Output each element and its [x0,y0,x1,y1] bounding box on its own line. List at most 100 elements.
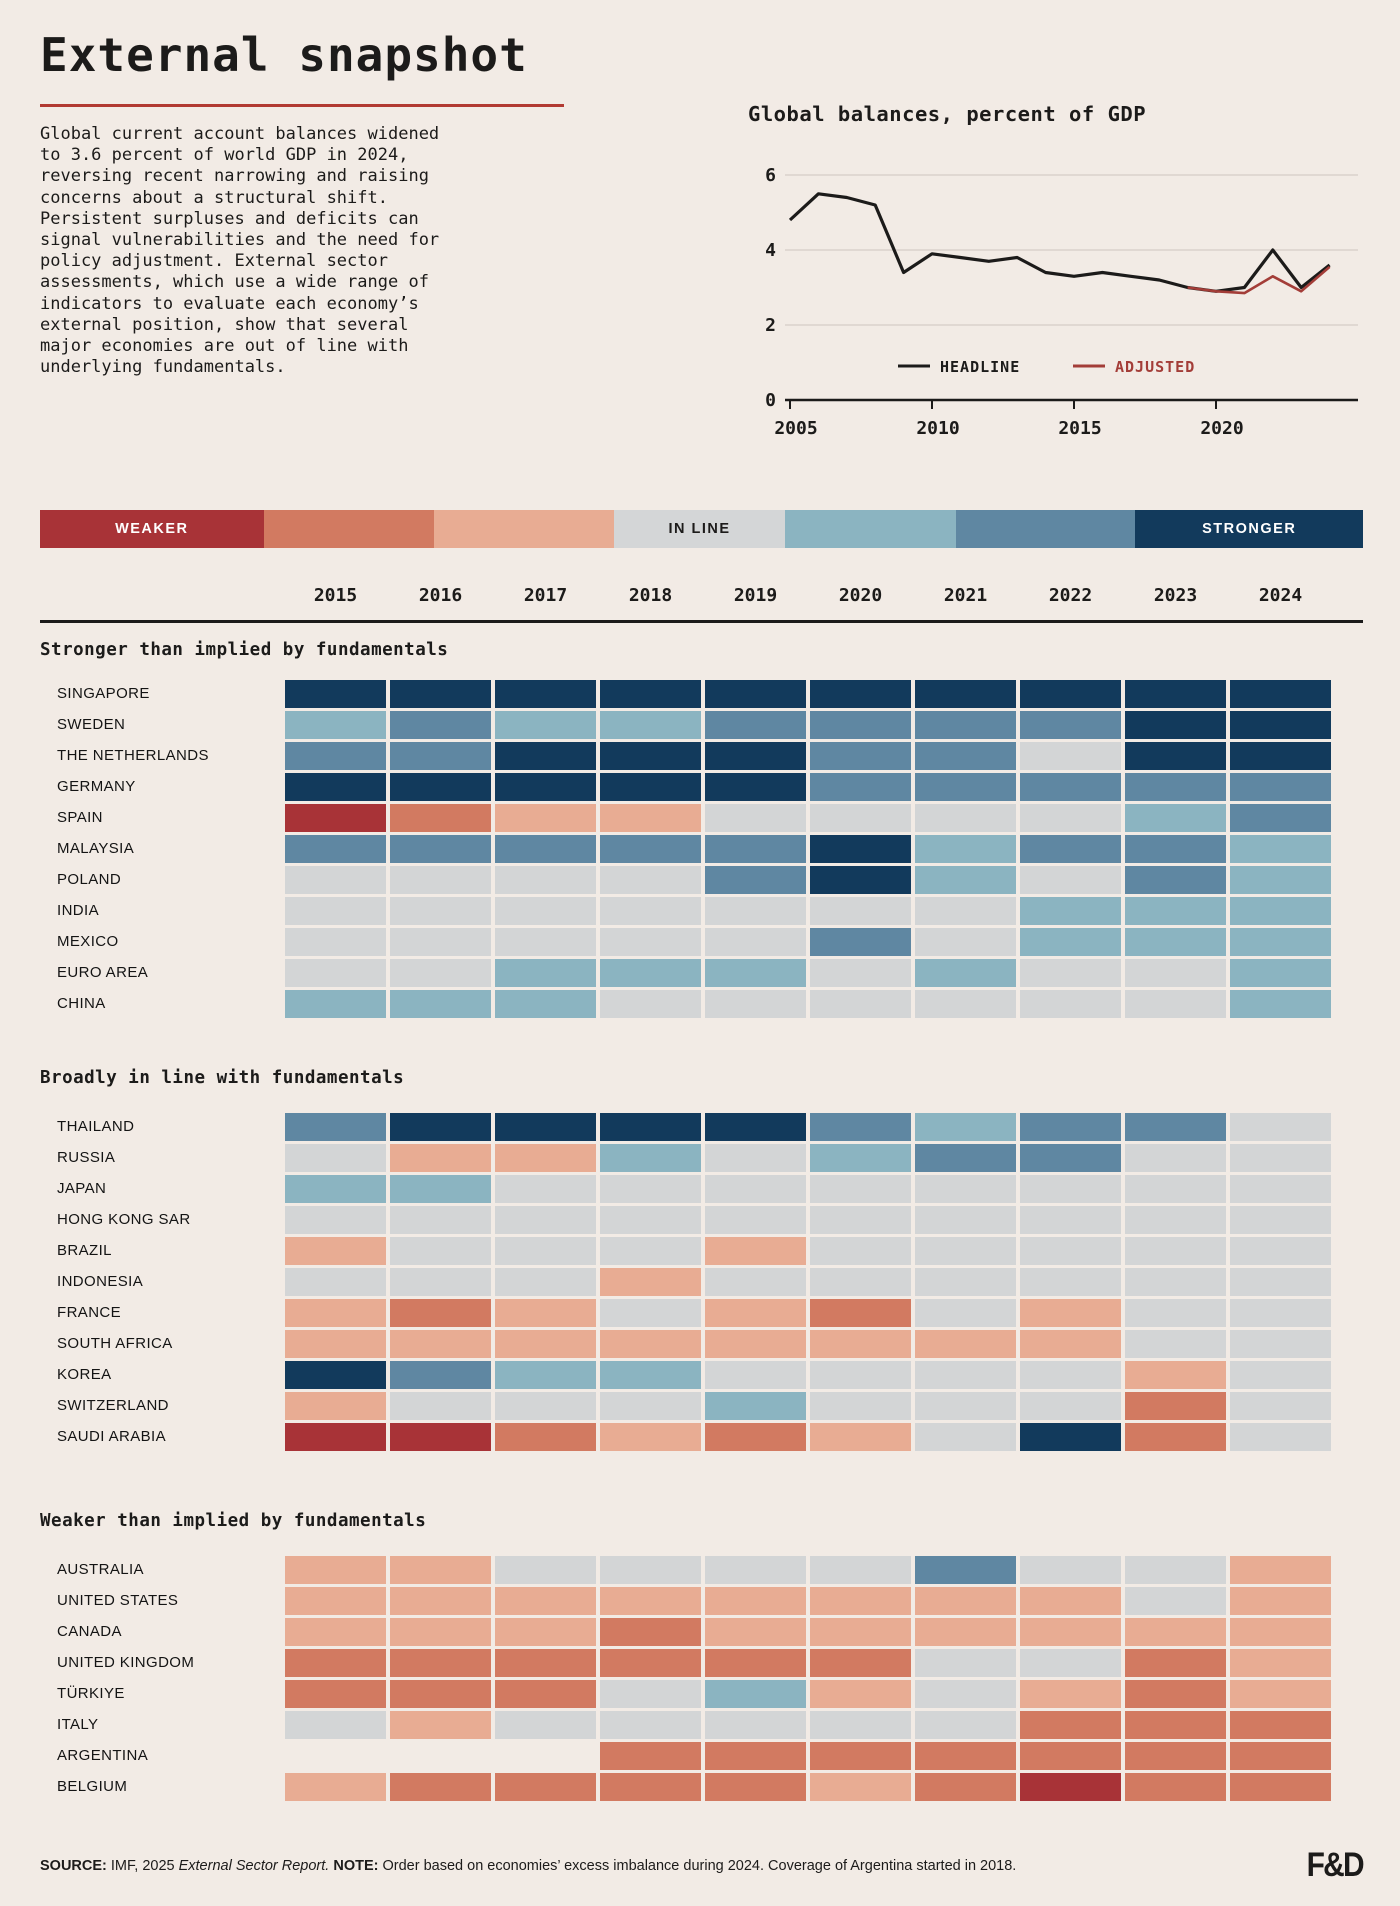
heatmap-cell [390,742,491,770]
x-tick-label: 2015 [1058,418,1101,439]
heatmap-cell [1020,1587,1121,1615]
heatmap-cell [705,1144,806,1172]
heatmap-cell [495,1649,596,1677]
heatmap-cell [1230,773,1331,801]
heatmap-cell [810,773,911,801]
heatmap-cell [1230,1423,1331,1451]
heatmap-cell [705,959,806,987]
country-label: UNITED STATES [57,1592,179,1609]
heatmap-cell [495,1423,596,1451]
country-label: SINGAPORE [57,685,150,702]
heatmap-cell [1020,773,1121,801]
heatmap-cell [705,1423,806,1451]
heatmap-cell [495,1392,596,1420]
heatmap-cell [390,1175,491,1203]
heatmap-cell [600,1299,701,1327]
heatmap-cell [285,928,386,956]
heatmap-cell [810,1649,911,1677]
country-label: INDONESIA [57,1273,144,1290]
heatmap-cell [600,1423,701,1451]
y-tick-label: 6 [765,165,776,186]
heatmap-cell [1230,1773,1331,1801]
heatmap-cell [915,1423,1016,1451]
heatmap-cell [915,1361,1016,1389]
heatmap-cell [1125,1392,1226,1420]
year-column-header: 2016 [418,585,463,606]
heatmap-cell [1020,835,1121,863]
heatmap-cell [285,742,386,770]
heatmap-cell [495,1113,596,1141]
country-label: MALAYSIA [57,840,135,857]
country-label: AUSTRALIA [57,1561,144,1578]
heatmap-cell [915,897,1016,925]
heatmap-cell [1020,866,1121,894]
heatmap-cell [495,1773,596,1801]
heatmap-cell [810,928,911,956]
heatmap-cell [390,1587,491,1615]
heatmap-cell [1125,1330,1226,1358]
heatmap-cell [915,928,1016,956]
heatmap-cell [600,1113,701,1141]
heatmap-cell [810,866,911,894]
heatmap-cell [1020,928,1121,956]
year-column-header: 2023 [1153,585,1198,606]
legend-label-adjusted: ADJUSTED [1115,358,1195,376]
year-column-header: 2018 [628,585,673,606]
heatmap-cell [1125,804,1226,832]
heatmap-cell [1125,990,1226,1018]
colorbar-segment: IN LINE [614,510,785,548]
heatmap-cell [390,773,491,801]
heatmap-cell [600,1268,701,1296]
heatmap-cell [1125,1711,1226,1739]
heatmap-cell [600,1680,701,1708]
heatmap-cell [810,835,911,863]
heatmap-cell [1020,1268,1121,1296]
heatmap-cell [285,773,386,801]
heatmap-cell [915,990,1016,1018]
heatmap-cell [1230,1711,1331,1739]
heatmap-cell [705,1175,806,1203]
section-title: Broadly in line with fundamentals [40,1068,405,1088]
heatmap-cell [390,804,491,832]
heatmap-cell [285,1556,386,1584]
heatmap: 2015 2016 2017 2018 2019 2020 2021 2022 2023 2024… [40,585,1363,1810]
heatmap-cell [495,1361,596,1389]
heatmap-cell [390,1680,491,1708]
heatmap-cell [1230,1299,1331,1327]
heatmap-cell [600,1237,701,1265]
heatmap-cell [495,1556,596,1584]
colorbar-segment [263,510,435,548]
heatmap-cell [1020,1649,1121,1677]
heatmap-cell [495,1175,596,1203]
country-label: BRAZIL [57,1242,112,1259]
heatmap-cell [705,1237,806,1265]
note-text: Order based on economies’ excess imbalan… [378,1857,1017,1874]
heatmap-cell [1125,1268,1226,1296]
heatmap-cell [390,1711,491,1739]
source-note: SOURCE: IMF, 2025 External Sector Report… [40,1858,1016,1874]
heatmap-cell [1230,711,1331,739]
heatmap-cell [915,1144,1016,1172]
heatmap-cell [390,1144,491,1172]
heatmap-cell [1125,866,1226,894]
heatmap-cell [1230,1649,1331,1677]
country-label: INDIA [57,902,100,919]
heatmap-cell [285,1587,386,1615]
heatmap-cell [1230,804,1331,832]
heatmap-cell [495,866,596,894]
heatmap-cell [1020,897,1121,925]
heatmap-cell [1125,1113,1226,1141]
heatmap-cell [1020,1113,1121,1141]
legend-label-headline: HEADLINE [940,358,1020,376]
heatmap-cell [285,835,386,863]
heatmap-cell [810,1711,911,1739]
heatmap-cell [285,1361,386,1389]
heatmap-cell [1125,1587,1226,1615]
country-label: ITALY [57,1716,99,1733]
heatmap-cell [600,1175,701,1203]
footer: SOURCE: IMF, 2025 External Sector Report… [40,1846,1365,1885]
heatmap-cell [915,711,1016,739]
heatmap-cell [915,1618,1016,1646]
heatmap-cell [810,1113,911,1141]
heatmap-cell [810,742,911,770]
